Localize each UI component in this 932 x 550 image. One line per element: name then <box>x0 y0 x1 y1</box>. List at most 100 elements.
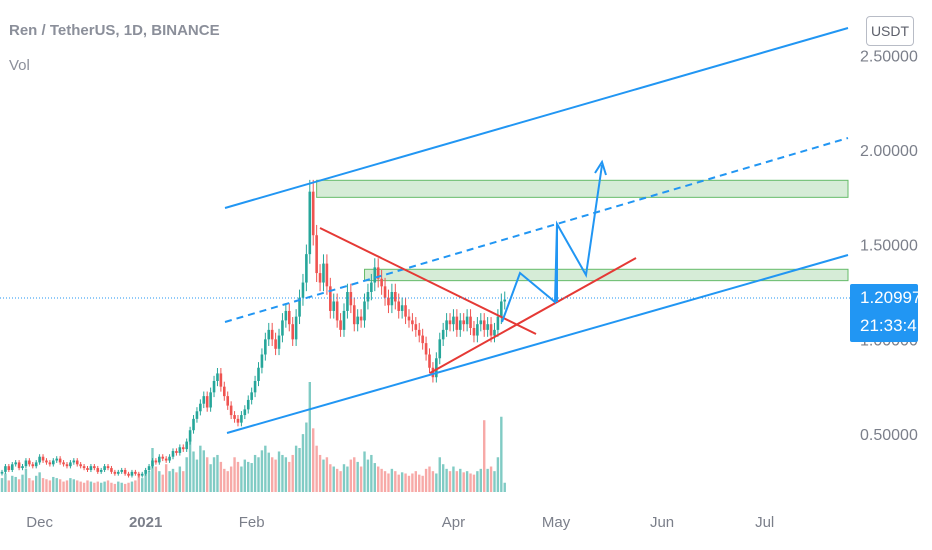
volume-bar <box>404 473 407 492</box>
candle-body <box>394 292 397 302</box>
volume-bar <box>284 457 288 492</box>
candle-body <box>335 301 339 321</box>
volume-bar <box>178 466 182 492</box>
candle-body <box>329 286 332 311</box>
candle-body <box>301 282 305 298</box>
symbol-legend[interactable]: Ren / TetherUS, 1D, BINANCE <box>9 22 220 39</box>
price-tick-label: 1.50000 <box>860 238 918 255</box>
volume-bar <box>7 480 11 492</box>
volume-bar <box>117 481 120 492</box>
volume-bar <box>62 481 65 492</box>
time-axis[interactable]: Dec 2021 Feb Apr May Jun Jul <box>26 514 774 531</box>
candle-body <box>277 335 281 349</box>
volume-bar <box>86 480 89 492</box>
candle-body <box>233 415 236 419</box>
volume-bar <box>229 466 233 492</box>
volume-bar <box>0 478 4 492</box>
volume-bar <box>130 481 134 492</box>
candle-body <box>154 460 158 463</box>
volume-bar <box>164 464 168 492</box>
last-price-value: 1.20997 <box>860 288 922 307</box>
candle-body <box>216 373 219 381</box>
last-price-badge: 1.20997 21:33:41 <box>850 284 926 342</box>
candle-body <box>34 462 38 467</box>
candle-body <box>202 396 206 404</box>
candle-body <box>404 305 407 317</box>
volume-bar <box>240 466 243 492</box>
candle-body <box>120 469 123 472</box>
volume-bar <box>168 471 171 492</box>
volume-bar <box>281 454 284 492</box>
candle-body <box>171 451 175 457</box>
volume-bar <box>55 478 58 492</box>
volume-bar <box>216 454 219 492</box>
volume-bar <box>141 478 144 492</box>
candle-body <box>219 373 223 387</box>
volume-bar <box>472 474 476 492</box>
price-zone[interactable] <box>316 179 849 198</box>
volume-bar <box>318 454 322 492</box>
descending-triangle-line[interactable] <box>319 227 537 335</box>
candle-body <box>479 320 483 325</box>
candle-body <box>10 464 14 470</box>
candle-body <box>223 386 226 397</box>
candle-body <box>383 286 387 298</box>
ascending-triangle-line[interactable] <box>429 257 637 374</box>
candle-body <box>489 324 493 336</box>
volume-bar <box>134 480 137 492</box>
volume-bar <box>322 459 325 492</box>
volume-bar <box>236 461 240 492</box>
candle-body <box>188 430 192 442</box>
candle-body <box>175 451 178 453</box>
candle-body <box>52 460 55 465</box>
volume-bar <box>212 457 216 492</box>
candle-body <box>253 380 257 393</box>
volume-bar <box>24 468 28 492</box>
volume-bar <box>383 471 387 492</box>
candle-body <box>376 267 380 279</box>
volume-bar <box>373 463 376 492</box>
volume-bar <box>274 459 277 492</box>
volume-bar <box>294 445 298 492</box>
volume-bar <box>69 478 72 492</box>
candle-body <box>113 471 117 474</box>
volume-bar <box>503 482 506 492</box>
channel-midline[interactable] <box>224 137 849 323</box>
candle-body <box>28 460 31 465</box>
volume-legend[interactable]: Vol <box>9 57 30 74</box>
volume-bar <box>206 457 209 492</box>
volume-bar <box>452 466 455 492</box>
candle-body <box>435 358 438 378</box>
candle-body <box>342 310 346 330</box>
candle-body <box>212 380 216 393</box>
volume-bar <box>339 471 342 492</box>
volume-bar <box>390 468 394 492</box>
candle-body <box>158 456 161 463</box>
volume-bar <box>445 468 448 492</box>
candle-body <box>199 403 202 412</box>
time-tick-label: Feb <box>239 514 265 531</box>
volume-bar <box>110 482 113 492</box>
candle-body <box>144 469 147 474</box>
candle-body <box>7 466 11 470</box>
candle-body <box>352 305 356 325</box>
volume-bar <box>223 468 226 492</box>
volume-bars <box>0 382 506 492</box>
candle-body <box>185 441 188 450</box>
candle-body <box>373 267 377 283</box>
volume-bar <box>158 471 161 492</box>
volume-bar <box>82 482 86 492</box>
candle-body <box>55 458 59 461</box>
volume-bar <box>465 471 469 492</box>
currency-button[interactable]: USDT <box>866 16 914 46</box>
lower-channel-line[interactable] <box>226 254 849 434</box>
volume-bar <box>335 468 339 492</box>
upper-channel-line[interactable] <box>224 27 849 209</box>
candle-body <box>311 191 315 236</box>
volume-bar <box>103 481 106 492</box>
volume-bar <box>154 466 158 492</box>
candle-body <box>4 466 7 472</box>
volume-bar <box>380 468 383 492</box>
